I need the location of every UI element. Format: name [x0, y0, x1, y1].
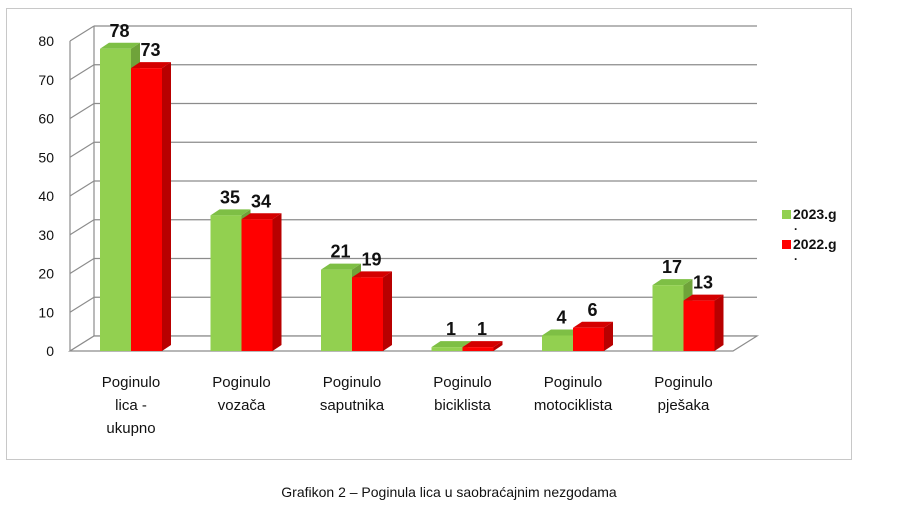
bar-top — [542, 329, 582, 336]
data-label: 78 — [109, 21, 129, 41]
bar-top — [683, 294, 724, 301]
data-label: 13 — [693, 273, 713, 293]
y-tick-label: 10 — [38, 304, 54, 320]
bar-side — [383, 271, 392, 351]
gridline-depth — [69, 141, 95, 158]
x-tick-label: Poginulo pješaka — [654, 374, 712, 414]
y-tick-label: 20 — [38, 266, 54, 282]
bar-side — [493, 341, 503, 351]
y-tick-label: 60 — [38, 111, 54, 127]
gridline-depth — [69, 219, 95, 236]
bar — [131, 68, 162, 351]
bar-top — [131, 62, 171, 69]
y-tick-label: 0 — [46, 343, 54, 359]
data-label: 21 — [330, 242, 350, 262]
y-tick-label: 40 — [38, 188, 54, 204]
bar-side — [604, 321, 613, 351]
y-tick-label: 50 — [38, 149, 54, 165]
bar-top — [100, 42, 140, 49]
bar-top — [652, 279, 693, 286]
gridline-depth — [69, 25, 95, 42]
data-label: 1 — [477, 319, 487, 339]
gridline-depth — [69, 64, 95, 81]
legend-label-continuation: . — [794, 219, 798, 233]
bar-side — [162, 62, 171, 351]
bar — [462, 347, 494, 351]
bar-top — [241, 213, 282, 220]
gridline-depth — [69, 180, 95, 197]
bar — [542, 335, 573, 351]
bar — [321, 269, 352, 351]
legend-swatch-green-icon — [782, 210, 791, 219]
y-tick-label: 30 — [38, 227, 54, 243]
bar — [683, 300, 715, 351]
bar-top — [573, 321, 613, 328]
x-tick-label: Poginulo biciklista — [433, 374, 491, 414]
data-label: 4 — [556, 308, 566, 328]
bar — [652, 285, 684, 351]
y-tick-label: 80 — [38, 33, 54, 49]
bar-chart: 0 10 20 30 40 50 60 70 80 78 73 Poginulo lica -ukupn… — [38, 21, 760, 437]
bar-top — [321, 263, 361, 270]
bar-top — [352, 271, 392, 278]
bar — [210, 215, 242, 351]
data-label: 6 — [587, 300, 597, 320]
x-tick-label: Poginulo saputnika — [320, 374, 385, 414]
bar-side — [714, 294, 724, 351]
gridline-depth — [69, 296, 95, 313]
x-tick-label: Poginulo lica -ukupno — [102, 374, 160, 437]
bar — [573, 327, 604, 351]
legend-swatch-red-icon — [782, 240, 791, 249]
gridline-depth — [69, 257, 95, 275]
data-label: 34 — [251, 191, 271, 211]
data-label: 1 — [446, 319, 456, 339]
x-tick-label: Poginulo vozača — [212, 374, 270, 414]
bar-side — [272, 213, 282, 351]
data-label: 35 — [220, 187, 240, 207]
x-tick-label: Poginulo motociklista — [534, 374, 613, 414]
bar — [241, 219, 273, 351]
data-label: 19 — [361, 249, 381, 269]
legend-label: 2023.g — [793, 206, 837, 222]
bar — [100, 48, 131, 351]
gridline-depth — [69, 102, 95, 120]
bar-top — [210, 209, 251, 216]
y-tick-label: 70 — [38, 72, 54, 88]
bar-top — [431, 341, 472, 348]
legend-label: 2022.g — [793, 236, 837, 252]
legend-label-continuation: . — [794, 249, 798, 263]
data-label: 17 — [662, 257, 682, 277]
bar-top — [462, 341, 503, 348]
figure-caption: Grafikon 2 – Poginula lica u saobraćajni… — [281, 484, 617, 500]
bar — [352, 277, 383, 351]
data-label: 73 — [140, 40, 160, 60]
bar — [431, 347, 463, 351]
